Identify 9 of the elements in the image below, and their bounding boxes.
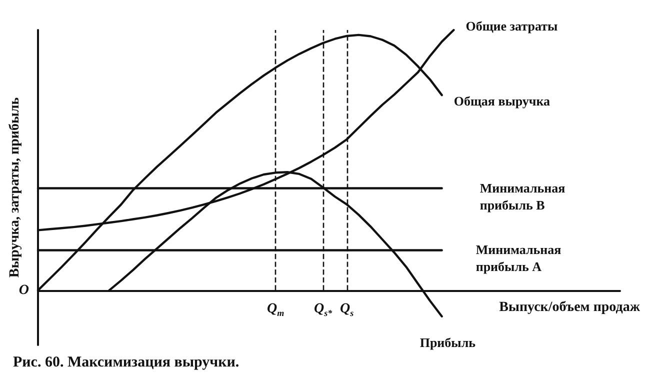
text: Минимальная прибыль B (480, 180, 566, 212)
text: Прибыль (420, 334, 476, 350)
y-axis-title: Выручка, затраты, прибыль (8, 96, 22, 278)
text: Рис. 60. Максимизация выручки. (13, 354, 240, 370)
x-axis-title: Выпуск/объем продаж (499, 300, 641, 315)
text: O (18, 282, 29, 298)
series-label: Общая выручка (454, 94, 551, 109)
text: Минимальная прибыль A (476, 242, 562, 274)
series-label: Общие затраты (466, 18, 558, 34)
